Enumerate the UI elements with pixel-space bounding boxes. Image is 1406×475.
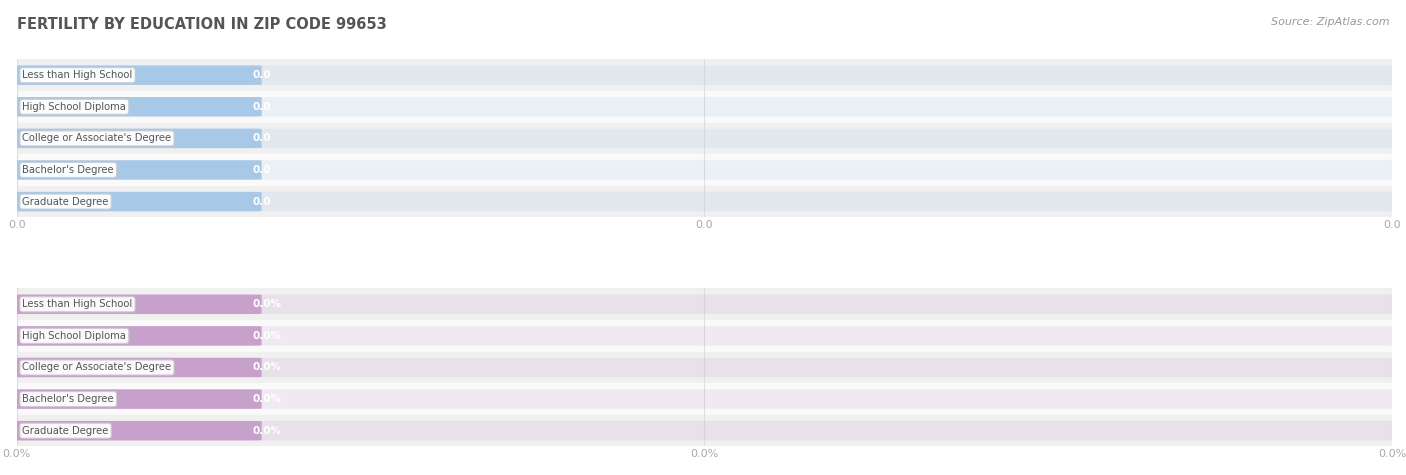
Bar xyxy=(17,415,1392,446)
FancyBboxPatch shape xyxy=(6,192,262,211)
FancyBboxPatch shape xyxy=(6,129,262,148)
FancyBboxPatch shape xyxy=(6,66,1403,85)
Bar xyxy=(17,320,1392,352)
Bar xyxy=(17,352,1392,383)
Text: Graduate Degree: Graduate Degree xyxy=(22,197,108,207)
FancyBboxPatch shape xyxy=(6,294,262,314)
Text: 0.0: 0.0 xyxy=(252,133,270,143)
Bar xyxy=(17,154,1392,186)
FancyBboxPatch shape xyxy=(6,326,262,346)
Text: 0.0%: 0.0% xyxy=(252,299,281,309)
FancyBboxPatch shape xyxy=(6,97,262,116)
Text: 0.0%: 0.0% xyxy=(252,394,281,404)
Text: 0.0: 0.0 xyxy=(252,102,270,112)
Text: Bachelor's Degree: Bachelor's Degree xyxy=(22,165,114,175)
FancyBboxPatch shape xyxy=(6,66,262,85)
Text: College or Associate's Degree: College or Associate's Degree xyxy=(22,133,172,143)
Text: 0.0%: 0.0% xyxy=(252,426,281,436)
Bar xyxy=(17,383,1392,415)
FancyBboxPatch shape xyxy=(6,390,262,409)
Text: 0.0%: 0.0% xyxy=(252,362,281,372)
Text: Graduate Degree: Graduate Degree xyxy=(22,426,108,436)
Text: 0.0%: 0.0% xyxy=(252,331,281,341)
Text: 0.0: 0.0 xyxy=(252,165,270,175)
Bar xyxy=(17,186,1392,218)
FancyBboxPatch shape xyxy=(6,358,1403,377)
FancyBboxPatch shape xyxy=(6,358,262,377)
Bar xyxy=(17,123,1392,154)
Text: Less than High School: Less than High School xyxy=(22,70,132,80)
Text: Bachelor's Degree: Bachelor's Degree xyxy=(22,394,114,404)
FancyBboxPatch shape xyxy=(6,421,262,440)
FancyBboxPatch shape xyxy=(6,192,1403,211)
FancyBboxPatch shape xyxy=(6,294,1403,314)
Text: Less than High School: Less than High School xyxy=(22,299,132,309)
FancyBboxPatch shape xyxy=(6,421,1403,440)
Text: College or Associate's Degree: College or Associate's Degree xyxy=(22,362,172,372)
Text: Source: ZipAtlas.com: Source: ZipAtlas.com xyxy=(1271,17,1389,27)
Bar xyxy=(17,288,1392,320)
Text: High School Diploma: High School Diploma xyxy=(22,331,127,341)
Text: 0.0: 0.0 xyxy=(252,70,270,80)
FancyBboxPatch shape xyxy=(6,160,1403,180)
Bar xyxy=(17,91,1392,123)
Bar xyxy=(17,59,1392,91)
FancyBboxPatch shape xyxy=(6,97,1403,116)
FancyBboxPatch shape xyxy=(6,390,1403,409)
Text: 0.0: 0.0 xyxy=(252,197,270,207)
FancyBboxPatch shape xyxy=(6,326,1403,346)
FancyBboxPatch shape xyxy=(6,160,262,180)
Text: High School Diploma: High School Diploma xyxy=(22,102,127,112)
FancyBboxPatch shape xyxy=(6,129,1403,148)
Text: FERTILITY BY EDUCATION IN ZIP CODE 99653: FERTILITY BY EDUCATION IN ZIP CODE 99653 xyxy=(17,17,387,32)
